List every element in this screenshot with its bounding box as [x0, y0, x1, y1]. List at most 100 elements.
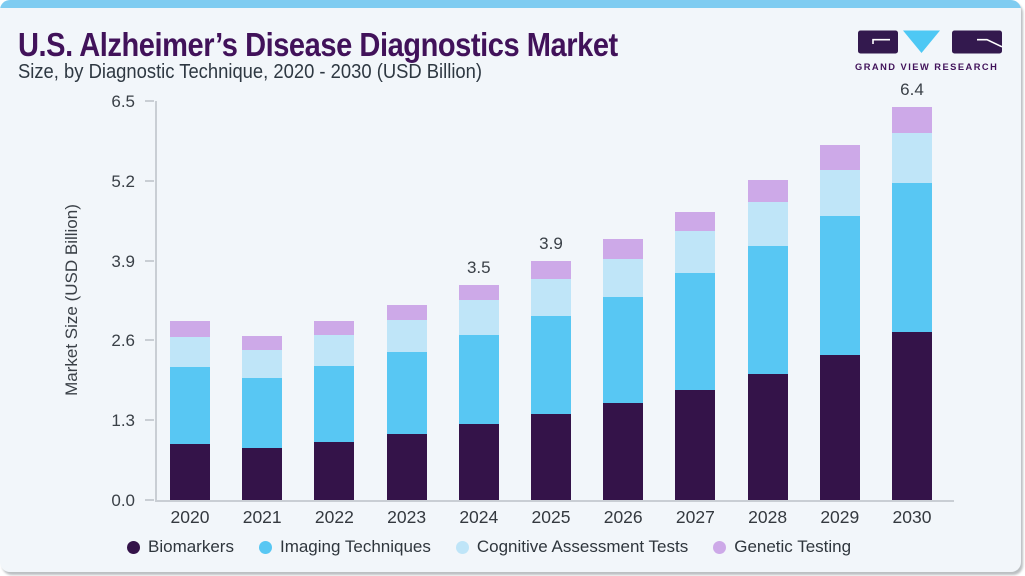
bar-segment-2024-genetic-testing — [458, 285, 499, 300]
legend-label: Cognitive Assessment Tests — [476, 537, 689, 556]
bar-segment-2026-cognitive-assessment-tests — [603, 258, 644, 298]
logo-g-glyph — [872, 38, 890, 44]
bar-segment-2027-biomarkers — [675, 389, 716, 500]
bar-segment-2022-cognitive-assessment-tests — [314, 335, 355, 367]
x-axis-label-2027: 2027 — [675, 507, 715, 527]
bar-segment-2021-cognitive-assessment-tests — [242, 350, 283, 379]
total-label-2025: 3.9 — [539, 233, 563, 253]
y-axis-tick-label: 5.2 — [111, 171, 135, 191]
bar-segment-2021-biomarkers — [242, 447, 283, 500]
bar-segment-2027-cognitive-assessment-tests — [675, 231, 716, 274]
legend-item-cognitive-assessment-tests: Cognitive Assessment Tests — [455, 537, 689, 557]
legend: Biomarkers Imaging Techniques Cognitive As… — [127, 537, 851, 557]
bar-2022 — [314, 320, 355, 500]
bar-segment-2024-biomarkers — [458, 424, 499, 500]
bar-segment-2023-genetic-testing — [386, 305, 427, 320]
logo-g-block — [858, 30, 898, 54]
bar-segment-2022-genetic-testing — [314, 320, 355, 336]
bar-segment-2027-imaging-techniques — [675, 273, 716, 390]
bar-segment-2027-genetic-testing — [675, 211, 716, 232]
bar-segment-2023-biomarkers — [386, 433, 427, 500]
logo-r-block — [952, 30, 1002, 54]
bar-segment-2028-imaging-techniques — [747, 246, 788, 374]
y-axis-tick — [145, 499, 154, 501]
total-label-2024: 3.5 — [466, 258, 491, 278]
bar-2025 — [531, 260, 571, 500]
bar-segment-2026-biomarkers — [603, 403, 644, 500]
bar-segment-2020-genetic-testing — [170, 320, 210, 337]
y-axis-tick — [145, 419, 154, 422]
bar-segment-2025-genetic-testing — [531, 260, 571, 280]
page-subtitle: Size, by Diagnostic Technique, 2020 - 20… — [18, 61, 483, 83]
page-title: U.S. Alzheimer’s Disease Diagnostics Mar… — [18, 26, 618, 63]
x-axis-label-2029: 2029 — [820, 507, 860, 527]
bar-2030 — [892, 107, 932, 500]
plot-area — [155, 101, 954, 502]
x-axis-label-2030: 2030 — [892, 507, 932, 527]
bar-segment-2022-biomarkers — [314, 441, 355, 500]
y-axis-tick-label: 3.9 — [111, 251, 135, 271]
bar-segment-2030-biomarkers — [892, 331, 932, 500]
bar-segment-2030-cognitive-assessment-tests — [892, 132, 932, 184]
bar-2020 — [170, 320, 210, 500]
gvr-logo-icon — [858, 30, 1003, 54]
bar-segment-2023-imaging-techniques — [386, 352, 427, 434]
bar-2021 — [242, 336, 283, 500]
legend-dot-icon — [713, 540, 727, 554]
x-axis-label-2022: 2022 — [314, 507, 354, 527]
bar-segment-2020-biomarkers — [170, 443, 210, 500]
bar-segment-2029-biomarkers — [819, 355, 860, 500]
bar-2028 — [747, 180, 788, 500]
y-axis-tick-label: 1.3 — [111, 411, 135, 431]
y-axis-tick — [145, 339, 154, 342]
bar-segment-2029-imaging-techniques — [819, 216, 860, 356]
logo-text: GRAND VIEW RESEARCH — [855, 62, 999, 73]
legend-item-biomarkers: Biomarkers — [127, 537, 234, 557]
logo-v-triangle-icon — [903, 30, 940, 53]
bar-2026 — [603, 239, 644, 500]
total-label-2030: 6.4 — [900, 80, 924, 100]
bar-segment-2025-cognitive-assessment-tests — [531, 279, 571, 317]
y-axis-tick-label: 0.0 — [111, 491, 135, 510]
y-axis-tick-label: 2.6 — [111, 331, 135, 351]
bar-segment-2025-biomarkers — [531, 414, 571, 500]
bar-segment-2028-cognitive-assessment-tests — [747, 201, 788, 247]
x-axis-label-2025: 2025 — [531, 507, 571, 527]
y-axis-tick — [145, 259, 154, 262]
bar-segment-2026-genetic-testing — [603, 239, 644, 259]
bar-2027 — [675, 211, 716, 500]
legend-dot-icon — [258, 540, 272, 554]
bar-segment-2021-genetic-testing — [242, 336, 283, 351]
x-axis-label-2028: 2028 — [748, 507, 788, 527]
legend-item-imaging-techniques: Imaging Techniques — [258, 537, 431, 557]
x-axis-label-2023: 2023 — [387, 507, 427, 527]
bar-2029 — [819, 145, 860, 500]
bar-segment-2030-imaging-techniques — [892, 183, 932, 332]
x-axis-label-2024: 2024 — [459, 507, 499, 527]
y-axis-tick — [145, 100, 154, 102]
bar-segment-2023-cognitive-assessment-tests — [386, 319, 427, 353]
gvr-logo: GRAND VIEW RESEARCH — [855, 30, 1005, 73]
y-axis-tick-label: 6.5 — [111, 92, 135, 111]
legend-item-genetic-testing: Genetic Testing — [713, 537, 851, 557]
bar-segment-2024-cognitive-assessment-tests — [458, 299, 499, 336]
bar-segment-2026-imaging-techniques — [603, 297, 644, 403]
bar-2023 — [386, 305, 427, 500]
x-axis-label-2021: 2021 — [242, 507, 282, 527]
bar-segment-2028-biomarkers — [747, 373, 788, 500]
bar-segment-2029-genetic-testing — [819, 145, 860, 171]
legend-label: Biomarkers — [148, 537, 234, 556]
x-axis-label-2026: 2026 — [603, 507, 643, 527]
bar-segment-2020-cognitive-assessment-tests — [170, 336, 210, 368]
y-axis-tick — [145, 179, 154, 182]
bar-segment-2028-genetic-testing — [747, 180, 788, 202]
x-axis-label-2020: 2020 — [170, 507, 210, 527]
legend-dot-icon — [127, 540, 140, 554]
bar-segment-2029-cognitive-assessment-tests — [819, 170, 860, 217]
bar-segment-2024-imaging-techniques — [458, 335, 499, 425]
bar-segment-2021-imaging-techniques — [242, 378, 283, 448]
legend-label: Imaging Techniques — [279, 537, 431, 556]
top-accent-bar — [0, 0, 1021, 8]
bar-segment-2025-imaging-techniques — [531, 316, 571, 415]
